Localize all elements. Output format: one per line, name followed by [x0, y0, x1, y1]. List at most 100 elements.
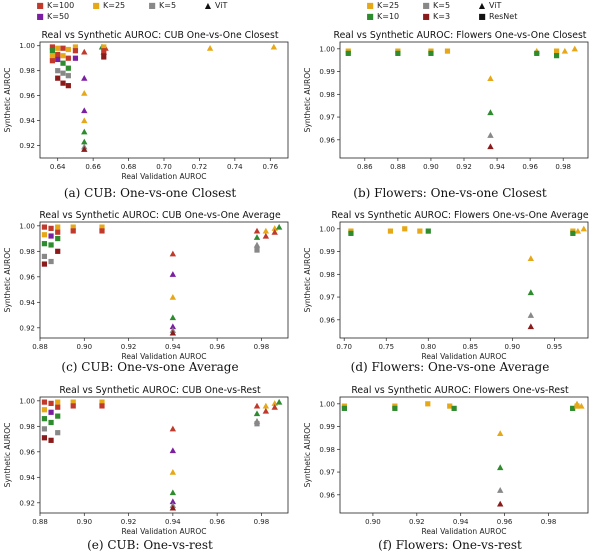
point-resnet-k100 [41, 224, 48, 230]
point-vit-k50 [169, 271, 177, 277]
point-vit-k5 [527, 312, 535, 318]
point-vit-k25 [81, 117, 88, 124]
caption-e: (e) CUB: One-vs-rest [87, 538, 213, 552]
x-tick-label: 0.80 [420, 343, 436, 351]
point-resnet-k10 [55, 235, 61, 242]
point-resnet-k10 [534, 50, 540, 56]
point-resnet-k100 [99, 228, 105, 234]
point-resnet-k25 [402, 226, 408, 232]
point-vit-k10 [275, 398, 283, 405]
point-resnet-k100 [55, 51, 61, 58]
point-resnet-k10 [48, 242, 54, 248]
x-tick-label: 0.72 [192, 163, 208, 171]
x-tick-label: 0.94 [165, 343, 181, 351]
x-tick-label: 0.90 [423, 163, 439, 171]
point-vit-k25 [206, 45, 214, 51]
x-tick-label: 0.92 [456, 163, 472, 171]
legend-left: ■ K=100 ■ K=25 ■ K=5 ▲ ViT ■ K=50 [36, 0, 276, 24]
x-tick-label: 0.76 [262, 163, 278, 171]
x-tick-label: 0.68 [121, 163, 137, 171]
point-resnet-k10 [428, 50, 434, 56]
point-resnet-k25 [444, 48, 451, 54]
legend-entry-k5: ■ K=5 [148, 1, 176, 10]
point-resnet-k10 [570, 230, 576, 236]
point-vit-k25 [580, 225, 587, 232]
x-tick-label: 0.90 [76, 343, 92, 351]
x-tick-label: 0.92 [121, 518, 137, 526]
point-resnet-k25 [417, 228, 423, 234]
legend-entry-vit: ▲ ViT [204, 1, 227, 10]
point-vit-k3 [81, 146, 88, 152]
point-vit-k10 [487, 109, 494, 116]
point-vit-k5 [487, 132, 494, 138]
square-marker-icon: ■ [36, 11, 44, 21]
point-resnet-k10 [425, 228, 431, 234]
point-vit-k10 [81, 138, 88, 145]
point-resnet-k25 [41, 232, 48, 238]
point-vit-k100 [253, 402, 261, 409]
legend-label: ViT [215, 1, 228, 10]
point-resnet-k10 [41, 416, 48, 422]
legend-entry-resnet: ■ ResNet [478, 12, 517, 21]
point-resnet-k10 [345, 50, 351, 56]
panel-e: Real vs Synthetic AUROC: CUB One-vs-Rest… [0, 381, 300, 536]
point-vit-k10 [253, 234, 261, 240]
y-tick-label: 0.98 [19, 423, 35, 431]
point-resnet-k25 [574, 403, 580, 409]
x-axis-label: Real Validation AUROC [122, 527, 207, 536]
point-resnet-k5 [41, 426, 48, 432]
point-resnet-k25 [55, 45, 61, 51]
point-resnet-k3 [55, 75, 61, 81]
legend-entry-k50: ■ K=50 [36, 12, 69, 21]
point-resnet-k25 [55, 224, 61, 230]
point-resnet-k5 [48, 258, 54, 265]
point-vit-k3 [497, 500, 504, 507]
y-tick-label: 0.94 [19, 117, 35, 125]
point-resnet-k100 [49, 58, 55, 64]
point-vit-k25 [81, 89, 88, 96]
point-vit-k100 [271, 403, 278, 410]
triangle-marker-icon: ▲ [478, 0, 486, 10]
legend-entry-vit: ▲ ViT [478, 1, 501, 10]
x-tick-label: 0.96 [497, 518, 513, 526]
x-tick-label: 0.85 [463, 343, 479, 351]
y-tick-label: 1.00 [319, 45, 335, 53]
point-resnet-k25 [55, 399, 61, 405]
y-tick-label: 0.99 [319, 423, 335, 431]
point-resnet-k25 [99, 399, 105, 405]
x-tick-label: 0.98 [254, 343, 270, 351]
x-tick-label: 0.64 [50, 163, 66, 171]
point-resnet-k5 [254, 247, 260, 253]
x-tick-label: 0.88 [390, 163, 406, 171]
y-tick-label: 0.99 [319, 68, 335, 76]
x-tick-label: 0.98 [254, 518, 270, 526]
x-tick-label: 0.96 [209, 518, 225, 526]
y-tick-label: 0.96 [319, 316, 335, 324]
x-tick-label: 0.96 [209, 343, 225, 351]
x-tick-label: 0.90 [365, 518, 381, 526]
square-marker-icon: ■ [478, 11, 486, 21]
point-vit-k25 [497, 430, 504, 436]
y-tick-label: 0.97 [319, 114, 335, 122]
point-resnet-k5 [41, 253, 48, 260]
point-vit-k3 [169, 329, 177, 336]
panel-b: Real vs Synthetic AUROC: Flowers One-vs-… [300, 26, 600, 174]
y-tick-label: 1.00 [19, 222, 35, 230]
point-resnet-k50 [72, 55, 79, 61]
legend-label: ViT [489, 1, 502, 10]
y-axis-label: Synthetic AUROC [3, 248, 12, 313]
point-resnet-k100 [60, 45, 66, 51]
chart-title: Real vs Synthetic AUROC: CUB One-vs-One … [39, 210, 281, 221]
x-tick-label: 0.96 [522, 163, 538, 171]
point-resnet-k25 [70, 399, 76, 405]
y-axis-label: Synthetic AUROC [303, 68, 312, 133]
x-tick-label: 0.94 [489, 163, 505, 171]
point-resnet-k100 [72, 48, 79, 54]
square-marker-icon: ■ [92, 0, 100, 10]
chart-title: Real vs Synthetic AUROC: Flowers One-vs-… [351, 385, 569, 396]
point-resnet-k25 [99, 224, 105, 230]
point-vit-k100 [81, 48, 88, 55]
plot-frame [39, 221, 289, 339]
point-resnet-k50 [48, 233, 54, 239]
legend-label: K=25 [377, 1, 400, 10]
